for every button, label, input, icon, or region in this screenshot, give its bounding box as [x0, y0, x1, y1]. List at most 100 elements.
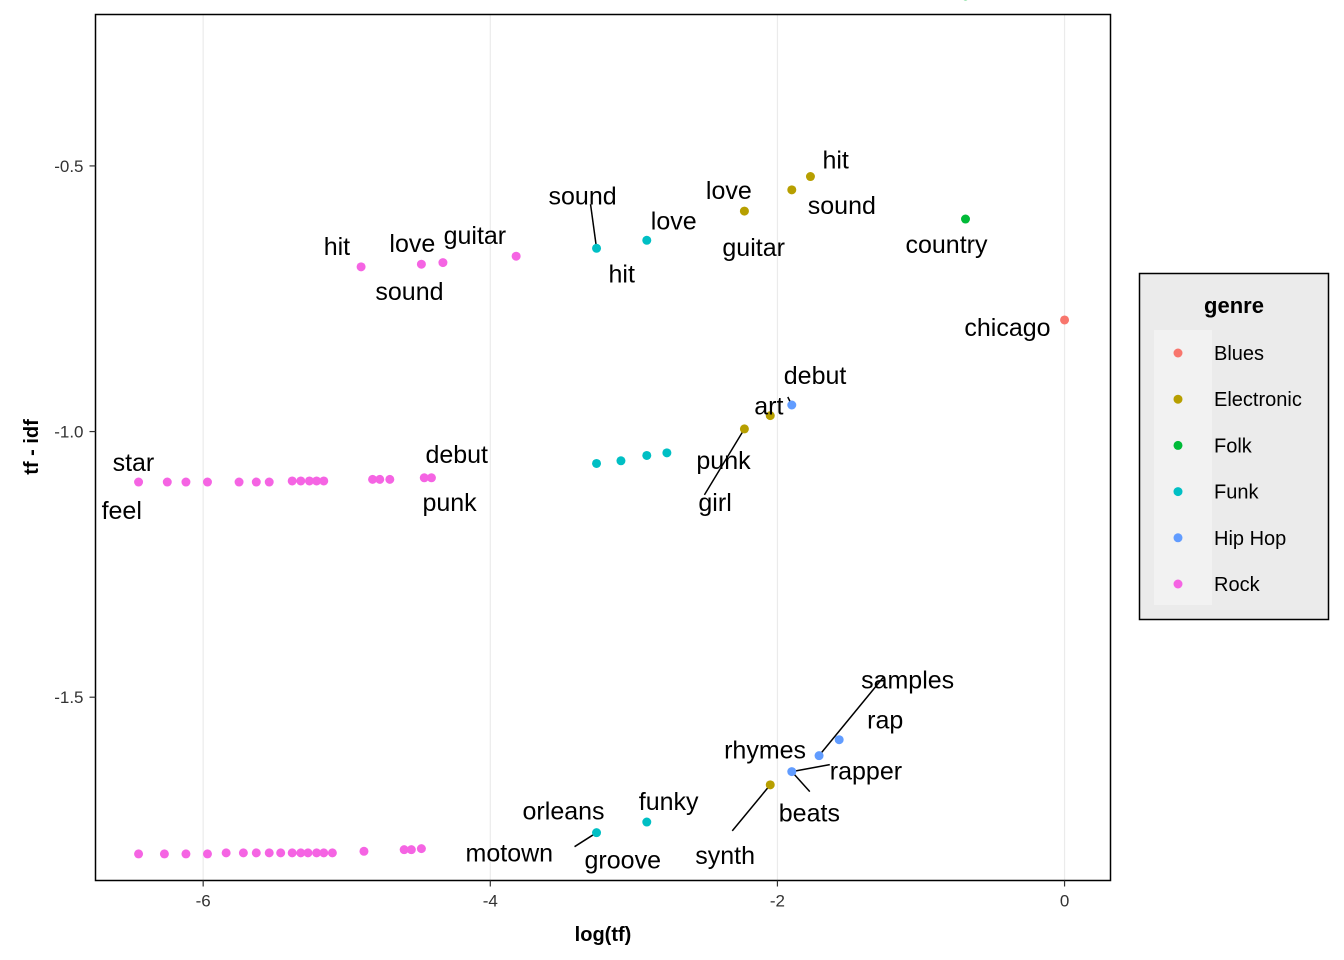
- point-label: country: [906, 231, 988, 259]
- point-hip-hop: [787, 400, 797, 410]
- point-rock: [327, 848, 337, 858]
- point-label: love: [651, 207, 697, 235]
- point-label: punk: [696, 447, 751, 475]
- point-rock: [251, 477, 261, 487]
- point-rock: [287, 848, 297, 858]
- point-funk: [592, 828, 602, 838]
- point-label: feel: [102, 497, 142, 525]
- point-rock: [511, 251, 521, 261]
- point-blues: [1060, 315, 1070, 325]
- point-label: star: [113, 449, 155, 477]
- axes: -6 -4 -2 0 -0.5 -1.0 -1.5: [54, 157, 1069, 911]
- point-label: sound: [549, 182, 617, 210]
- point-funk: [642, 450, 652, 460]
- point-label: chicago: [964, 314, 1050, 342]
- point-label: rap: [867, 707, 903, 735]
- legend-key: [1173, 579, 1183, 589]
- x-tick-label: 0: [1060, 892, 1069, 911]
- point-rock: [368, 474, 378, 484]
- point-folk: [961, 214, 970, 224]
- point-rock: [159, 849, 169, 859]
- leader-line: [589, 204, 598, 249]
- y-axis-title: tf - idf: [21, 419, 43, 475]
- point-rock: [319, 476, 329, 486]
- point-rock: [359, 846, 369, 856]
- point-label: love: [706, 177, 752, 205]
- point-rock: [221, 848, 231, 858]
- point-funk: [642, 817, 652, 827]
- point-electronic: [765, 411, 775, 421]
- point-electronic: [739, 206, 749, 216]
- x-axis-title: log(tf): [575, 924, 632, 946]
- point-labels: guitarhitlovesoundguitarcountrychicagoso…: [102, 147, 1051, 875]
- legend-key: [1173, 394, 1183, 404]
- point-funk: [616, 456, 626, 466]
- legend-label: Hip Hop: [1214, 528, 1286, 550]
- legend-label: Electronic: [1214, 389, 1302, 411]
- point-funk: [662, 448, 672, 458]
- point-hip-hop: [834, 735, 844, 745]
- legend-key: [1173, 487, 1183, 497]
- point-rock: [319, 848, 329, 858]
- point-rock: [399, 845, 409, 855]
- point-label: samples: [861, 667, 954, 695]
- point-label: rapper: [830, 758, 902, 786]
- point-rock: [416, 844, 426, 854]
- point-label: punk: [422, 489, 477, 517]
- legend: genre Blues Electronic Folk Funk Hip Hop Rock: [1138, 272, 1330, 621]
- point-funk: [592, 458, 602, 468]
- point-rock: [162, 477, 172, 487]
- point-label: guitar: [444, 222, 507, 250]
- point-hip-hop: [814, 751, 824, 761]
- point-rock: [312, 476, 322, 486]
- point-rock: [181, 849, 191, 859]
- point-label: debut: [425, 441, 488, 469]
- point-label: orleans: [523, 798, 605, 826]
- point-rock: [251, 848, 261, 858]
- legend-key: [1173, 348, 1183, 358]
- point-rock: [202, 849, 212, 859]
- legend-items: Blues Electronic Folk Funk Hip Hop Rock: [1173, 343, 1302, 596]
- point-rock: [426, 473, 436, 483]
- point-rock: [312, 848, 322, 858]
- point-label: hit: [609, 260, 635, 288]
- point-rock: [202, 477, 212, 487]
- legend-label: Funk: [1214, 482, 1259, 504]
- point-rock: [134, 477, 144, 487]
- point-rock: [416, 259, 426, 269]
- x-tick-label: -2: [770, 892, 785, 911]
- leader-line: [791, 763, 830, 773]
- point-electronic: [739, 424, 749, 434]
- leader-line: [703, 428, 746, 496]
- legend-key-background: [1154, 330, 1212, 605]
- point-rock: [234, 477, 244, 487]
- legend-label: Folk: [1214, 435, 1253, 457]
- leader-line: [818, 677, 884, 757]
- point-electronic: [765, 780, 775, 790]
- point-label: love: [389, 230, 435, 258]
- x-tick-label: -6: [196, 892, 211, 911]
- point-rock: [238, 848, 248, 858]
- grid-lines: [202, 14, 1066, 881]
- point-label: beats: [779, 800, 840, 828]
- point-label: groove: [585, 847, 661, 875]
- legend-key: [1173, 533, 1183, 543]
- point-rock: [419, 473, 429, 483]
- leader-line: [731, 784, 771, 832]
- point-label: girl: [698, 489, 731, 517]
- point-electronic: [787, 185, 797, 195]
- point-funk: [642, 235, 652, 245]
- x-tick-label: -4: [483, 892, 498, 911]
- y-tick-label: -1.5: [54, 688, 83, 707]
- point-label: synth: [695, 842, 755, 870]
- point-rock: [296, 848, 306, 858]
- point-rock: [356, 262, 366, 272]
- point-hip-hop: [787, 767, 797, 777]
- legend-label: Rock: [1214, 574, 1261, 596]
- point-label: sound: [808, 192, 876, 220]
- point-rock: [406, 845, 416, 855]
- point-label: motown: [466, 840, 554, 868]
- legend-key: [1173, 440, 1183, 450]
- point-label: hit: [822, 147, 848, 175]
